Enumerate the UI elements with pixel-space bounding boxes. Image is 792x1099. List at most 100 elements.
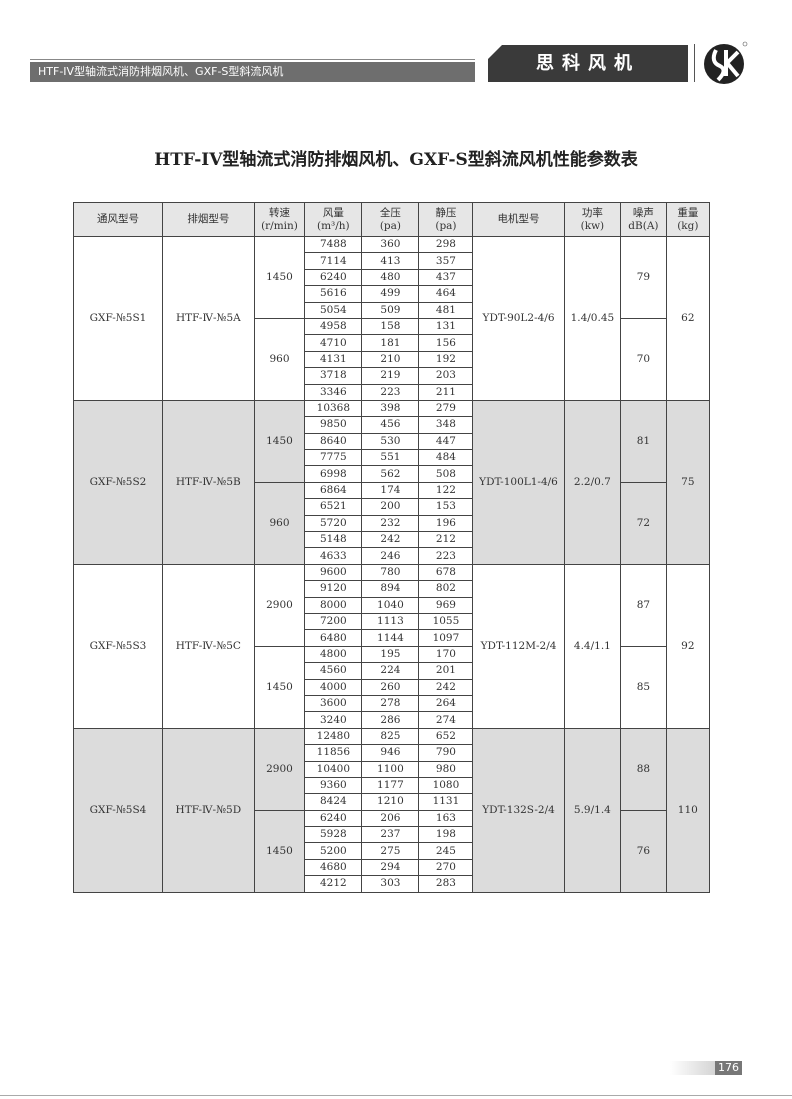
static-pressure: 802 <box>418 580 474 598</box>
airflow: 6998 <box>304 465 363 483</box>
static-pressure: 122 <box>418 481 474 500</box>
weight: 75 <box>665 399 711 565</box>
noise: 70 <box>620 317 667 401</box>
power: 4.4/1.1 <box>563 563 622 729</box>
total-pressure: 780 <box>361 563 420 582</box>
total-pressure: 294 <box>361 858 420 877</box>
airflow: 3346 <box>304 383 363 401</box>
static-pressure: 357 <box>418 252 474 270</box>
static-pressure: 170 <box>418 645 474 664</box>
total-pressure: 825 <box>361 727 420 746</box>
static-pressure: 192 <box>418 350 474 369</box>
total-pressure: 278 <box>361 694 420 713</box>
airflow: 8000 <box>304 596 363 614</box>
total-pressure: 260 <box>361 678 420 696</box>
static-pressure: 348 <box>418 416 474 434</box>
table-row: 5054 509 481 <box>74 301 710 319</box>
table-row: 1450 6240 206 163 76 <box>74 809 710 893</box>
total-pressure: 1113 <box>361 612 420 631</box>
vent-model: GXF-№5S3 <box>73 563 163 729</box>
static-pressure: 969 <box>418 596 474 614</box>
airflow: 4633 <box>304 547 363 565</box>
column-header: 转速 (r/min) <box>253 202 306 237</box>
column-header: 排烟型号 <box>161 202 255 237</box>
total-pressure: 1100 <box>361 760 420 778</box>
static-pressure: 223 <box>418 547 474 565</box>
static-pressure: 163 <box>418 809 474 828</box>
airflow: 4131 <box>304 350 363 369</box>
divider <box>694 44 695 82</box>
total-pressure: 219 <box>361 367 420 385</box>
total-pressure: 237 <box>361 826 420 844</box>
static-pressure: 264 <box>418 694 474 713</box>
brand-banner: 思科风机 <box>488 45 688 82</box>
total-pressure: 562 <box>361 465 420 483</box>
airflow: 9600 <box>304 563 363 582</box>
total-pressure: 360 <box>361 235 420 254</box>
static-pressure: 203 <box>418 367 474 385</box>
airflow: 4000 <box>304 678 363 696</box>
table-row: 5928 237 198 <box>74 826 710 844</box>
total-pressure: 246 <box>361 547 420 565</box>
power: 2.2/0.7 <box>563 399 622 565</box>
section-header-bar: HTF-IV型轴流式消防排烟风机、GXF-S型斜流风机 <box>30 62 475 82</box>
airflow: 8424 <box>304 793 363 811</box>
motor-model: YDT-112M-2/4 <box>472 563 565 729</box>
static-pressure: 201 <box>418 662 474 680</box>
vent-model: GXF-№5S1 <box>73 236 163 401</box>
total-pressure: 286 <box>361 711 420 729</box>
total-pressure: 200 <box>361 498 420 516</box>
static-pressure: 212 <box>418 531 474 549</box>
column-header: 静压 (pa) <box>418 202 474 237</box>
airflow: 6240 <box>304 268 363 287</box>
column-header: 功率 (kw) <box>563 202 622 237</box>
static-pressure: 484 <box>418 449 474 467</box>
total-pressure: 499 <box>361 285 420 303</box>
speed: 2900 <box>253 563 306 647</box>
airflow: 11856 <box>304 744 363 762</box>
power: 1.4/0.45 <box>563 236 622 401</box>
airflow: 9850 <box>304 416 363 434</box>
static-pressure: 481 <box>418 301 474 319</box>
column-header: 电机型号 <box>472 202 565 237</box>
speed: 1450 <box>253 236 306 319</box>
noise: 79 <box>620 236 667 319</box>
airflow: 6521 <box>304 498 363 516</box>
total-pressure: 1040 <box>361 596 420 614</box>
smoke-model: HTF-Ⅳ-№5A <box>161 236 255 401</box>
airflow: 7488 <box>304 235 363 254</box>
table-row: 4680 294 270 <box>74 858 710 877</box>
vent-model: GXF-№5S4 <box>73 727 163 893</box>
speed: 2900 <box>253 727 306 811</box>
total-pressure: 413 <box>361 252 420 270</box>
total-pressure: 946 <box>361 744 420 762</box>
table-row: GXF-№5S2 HTF-Ⅳ-№5B 1450 10368 398 279 YDT-100L… <box>73 399 711 565</box>
speed: 1450 <box>253 645 306 729</box>
static-pressure: 274 <box>418 711 474 729</box>
airflow: 4710 <box>304 334 363 352</box>
page-title: HTF-IV型轴流式消防排烟风机、GXF-S型斜流风机性能参数表 <box>154 150 638 170</box>
total-pressure: 480 <box>361 268 420 287</box>
total-pressure: 210 <box>361 350 420 369</box>
airflow: 10368 <box>304 399 363 418</box>
airflow: 4560 <box>304 662 363 680</box>
motor-model: YDT-90L2-4/6 <box>472 236 565 401</box>
smoke-model: HTF-Ⅳ-№5B <box>161 399 255 565</box>
airflow: 7114 <box>304 252 363 270</box>
static-pressure: 652 <box>418 727 474 746</box>
airflow: 5054 <box>304 301 363 319</box>
static-pressure: 242 <box>418 678 474 696</box>
static-pressure: 447 <box>418 432 474 451</box>
total-pressure: 242 <box>361 531 420 549</box>
static-pressure: 153 <box>418 498 474 516</box>
static-pressure: 283 <box>418 875 474 893</box>
table-row: 4560 224 201 <box>74 662 710 680</box>
table-row: 4131 210 192 <box>74 350 710 369</box>
static-pressure: 790 <box>418 744 474 762</box>
total-pressure: 158 <box>361 317 420 336</box>
column-header: 全压 (pa) <box>361 202 420 237</box>
header-rule <box>30 59 475 60</box>
static-pressure: 198 <box>418 826 474 844</box>
airflow: 3600 <box>304 694 363 713</box>
